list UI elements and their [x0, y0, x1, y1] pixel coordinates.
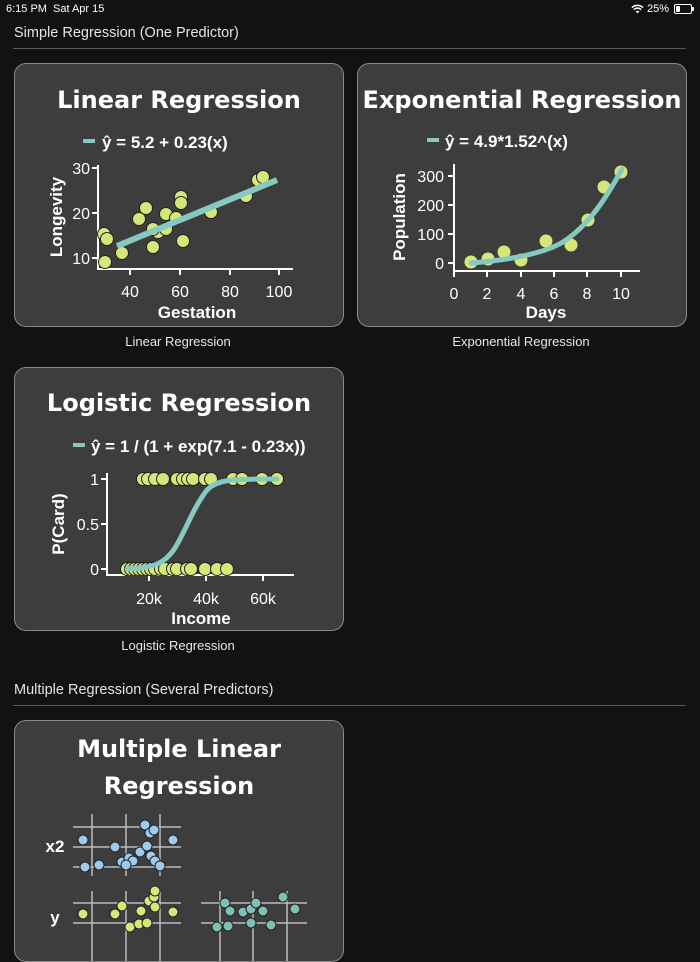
exponential-regression-chart: Exponential Regression ŷ = 4.9*1.52^(x) …: [363, 86, 682, 322]
section-title-simple: Simple Regression (One Predictor): [14, 25, 239, 41]
svg-text:30: 30: [72, 161, 90, 178]
svg-text:80: 80: [221, 284, 239, 301]
svg-text:0: 0: [90, 562, 99, 579]
legend-equation: ŷ = 4.9*1.52^(x): [445, 132, 568, 151]
svg-text:4: 4: [517, 286, 526, 303]
svg-text:6: 6: [550, 286, 559, 303]
svg-text:300: 300: [417, 169, 444, 186]
logistic-regression-caption: Logistic Regression: [121, 638, 235, 653]
battery-percent: 25%: [646, 3, 669, 15]
svg-text:2: 2: [483, 286, 492, 303]
x2-points: [77, 819, 179, 873]
svg-text:20: 20: [72, 206, 90, 223]
legend-swatch: [83, 139, 95, 143]
card-title: Exponential Regression: [363, 86, 682, 114]
y-x2-points: [211, 891, 301, 933]
svg-text:100: 100: [417, 227, 444, 244]
card-title-line1: Multiple Linear: [77, 735, 281, 763]
section-divider: [13, 48, 686, 49]
data-points: [120, 472, 284, 576]
svg-text:0: 0: [450, 286, 459, 303]
multiple-linear-regression-card[interactable]: Multiple Linear Regression x2 y: [14, 720, 344, 962]
card-title: Linear Regression: [57, 86, 301, 114]
fit-curve: [468, 166, 625, 266]
linear-regression-caption: Linear Regression: [125, 334, 231, 349]
status-date: Sat Apr 15: [53, 3, 105, 15]
battery-icon: [674, 4, 694, 14]
svg-text:60: 60: [171, 284, 189, 301]
status-bar: 6:15 PM Sat Apr 15 25%: [0, 0, 700, 18]
x-axis-label: Gestation: [158, 303, 236, 322]
svg-text:0: 0: [435, 256, 444, 273]
svg-text:0.5: 0.5: [77, 517, 99, 534]
y-x1-points: [77, 885, 179, 933]
svg-text:1: 1: [90, 472, 99, 489]
card-title: Logistic Regression: [47, 389, 311, 417]
multiple-regression-chart: Multiple Linear Regression x2 y: [46, 735, 307, 961]
linear-regression-chart: Linear Regression ŷ = 5.2 + 0.23(x) 30 2…: [47, 86, 301, 322]
card-title-line2: Regression: [104, 772, 254, 800]
x-axis-label: Days: [526, 303, 567, 322]
status-time: 6:15 PM: [6, 3, 47, 15]
wifi-icon: [631, 4, 644, 14]
legend-equation: ŷ = 5.2 + 0.23(x): [102, 133, 228, 152]
svg-text:200: 200: [417, 198, 444, 215]
svg-text:40k: 40k: [193, 591, 220, 608]
row-label-x2: x2: [46, 837, 65, 856]
exponential-regression-caption: Exponential Regression: [452, 334, 590, 349]
svg-text:60k: 60k: [250, 591, 277, 608]
data-points: [464, 165, 628, 269]
svg-text:10: 10: [72, 251, 90, 268]
fit-curve: [124, 476, 280, 572]
svg-text:40: 40: [121, 284, 139, 301]
section-divider: [13, 705, 686, 706]
svg-text:8: 8: [583, 286, 592, 303]
exponential-regression-card[interactable]: Exponential Regression ŷ = 4.9*1.52^(x) …: [357, 63, 687, 327]
fit-line: [115, 177, 279, 249]
y-axis-label: P(Card): [49, 493, 68, 554]
logistic-regression-card[interactable]: Logistic Regression ŷ = 1 / (1 + exp(7.1…: [14, 367, 344, 631]
y-axis-label: Longevity: [47, 176, 66, 257]
legend-equation: ŷ = 1 / (1 + exp(7.1 - 0.23x)): [91, 437, 306, 456]
section-title-multiple: Multiple Regression (Several Predictors): [14, 682, 274, 698]
svg-text:100: 100: [266, 284, 293, 301]
x-axis-label: Income: [171, 609, 231, 628]
y-axis-label: Population: [390, 173, 409, 261]
logistic-regression-chart: Logistic Regression ŷ = 1 / (1 + exp(7.1…: [47, 389, 311, 628]
svg-text:10: 10: [612, 286, 630, 303]
svg-text:20k: 20k: [136, 591, 163, 608]
linear-regression-card[interactable]: Linear Regression ŷ = 5.2 + 0.23(x) 30 2…: [14, 63, 344, 327]
row-label-y: y: [50, 908, 60, 927]
